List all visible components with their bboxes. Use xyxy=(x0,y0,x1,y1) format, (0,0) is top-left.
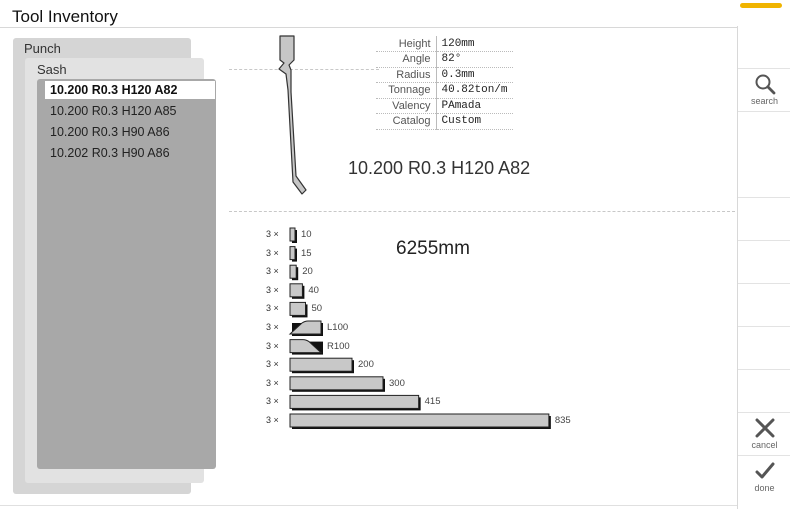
segment-length-label: R100 xyxy=(327,340,350,352)
segment-quantity: 3 × xyxy=(266,266,279,277)
sidebar-slot xyxy=(738,284,790,327)
segment-quantity: 3 × xyxy=(266,229,279,239)
section-dashed-rule xyxy=(229,211,735,212)
segment-length-label: 15 xyxy=(301,247,312,259)
segment-length-label: 10 xyxy=(301,229,312,240)
right-sidebar: search cancel done xyxy=(737,26,790,509)
sidebar-slot xyxy=(738,327,790,370)
segment-drawings xyxy=(288,227,551,429)
category-punch-label[interactable]: Punch xyxy=(24,41,61,56)
sidebar-slot xyxy=(738,155,790,198)
property-value: 40.82ton/m xyxy=(436,82,513,99)
sidebar-slot xyxy=(738,69,790,112)
cancel-label: cancel xyxy=(751,440,778,450)
segment-length-label: L100 xyxy=(327,322,349,333)
property-row: Height 120mm xyxy=(376,36,513,52)
done-button[interactable]: done xyxy=(738,459,790,499)
property-row: Radius 0.3mm xyxy=(376,67,513,83)
segment-quantity: 3 × xyxy=(266,284,279,295)
tool-list-item[interactable]: 10.200 R0.3 H120 A82 xyxy=(45,81,215,99)
segment-length-label: 835 xyxy=(554,415,571,426)
segment-quantity: 3 × xyxy=(266,415,279,425)
property-key: Catalog xyxy=(376,113,437,130)
segment-shape xyxy=(289,357,354,374)
profile-dashed-rule xyxy=(229,69,379,70)
segment-length-label: 200 xyxy=(358,359,374,371)
property-row: Valency PAmada xyxy=(376,98,513,114)
property-value: 0.3mm xyxy=(436,67,513,83)
segment-quantity: 3 × xyxy=(266,377,279,388)
property-key: Tonnage xyxy=(376,82,437,99)
property-value: PAmada xyxy=(436,98,513,114)
segment-shape xyxy=(289,301,308,318)
property-row: Tonnage 40.82ton/m xyxy=(376,82,513,99)
tool-profile-drawing xyxy=(278,35,307,195)
tool-list-panel xyxy=(37,79,216,469)
search-label: search xyxy=(750,96,778,106)
segment-length-label: 20 xyxy=(302,266,313,278)
window-title: Tool Inventory xyxy=(12,7,118,26)
check-icon xyxy=(755,462,774,479)
segment-shape xyxy=(289,227,297,243)
tool-list-item[interactable]: 10.202 R0.3 H90 A86 xyxy=(50,146,170,160)
selected-tool-name: 10.200 R0.3 H120 A82 xyxy=(348,158,531,178)
property-key: Angle xyxy=(376,51,437,68)
segment-shape xyxy=(288,320,323,336)
title-divider xyxy=(0,27,737,28)
segment-shape xyxy=(289,339,323,355)
segment-shape xyxy=(289,264,299,281)
segment-shape xyxy=(289,376,385,392)
property-value: Custom xyxy=(436,113,513,130)
segment-shape xyxy=(289,394,421,411)
property-row: Catalog Custom xyxy=(376,113,513,130)
sidebar-slot xyxy=(738,198,790,241)
search-icon xyxy=(755,74,775,95)
segment-length-label: 300 xyxy=(389,377,405,389)
category-sash-label[interactable]: Sash xyxy=(37,62,67,77)
segment-quantity: 3 × xyxy=(266,359,279,370)
property-row: Angle 82° xyxy=(376,51,513,68)
cancel-icon xyxy=(755,418,774,438)
segment-quantity: 3 × xyxy=(266,340,279,351)
sidebar-slot xyxy=(738,241,790,284)
property-key: Height xyxy=(376,36,437,52)
tool-list-item[interactable]: 10.200 R0.3 H120 A85 xyxy=(50,104,177,118)
total-length: 6255mm xyxy=(396,238,470,259)
segment-quantity: 3 × xyxy=(266,247,279,258)
segment-quantity: 3 × xyxy=(266,396,279,407)
sidebar-slot xyxy=(738,26,790,69)
property-key: Valency xyxy=(376,98,437,114)
segment-shape xyxy=(289,246,297,262)
tool-list-item[interactable]: 10.200 R0.3 H90 A86 xyxy=(50,125,170,139)
property-value: 82° xyxy=(436,51,513,68)
search-button[interactable]: search xyxy=(738,71,790,111)
segment-shape xyxy=(289,283,305,299)
segment-quantity: 3 × xyxy=(266,303,279,314)
segment-length-label: 50 xyxy=(311,303,323,315)
cancel-button[interactable]: cancel xyxy=(738,416,790,456)
done-label: done xyxy=(754,483,775,493)
segment-quantity: 3 × xyxy=(266,322,279,332)
bottom-divider xyxy=(0,505,737,506)
window-accent-bar xyxy=(740,3,782,8)
sidebar-slot xyxy=(738,370,790,413)
property-key: Radius xyxy=(376,67,437,83)
segment-length-label: 40 xyxy=(308,284,319,296)
segment-shape xyxy=(289,413,551,429)
property-value: 120mm xyxy=(436,36,513,52)
sidebar-slot xyxy=(738,413,790,456)
segment-length-label: 415 xyxy=(424,396,441,408)
tool-properties-table: Height 120mm Angle 82° Radius 0.3mm Tonnage… xyxy=(376,36,513,130)
